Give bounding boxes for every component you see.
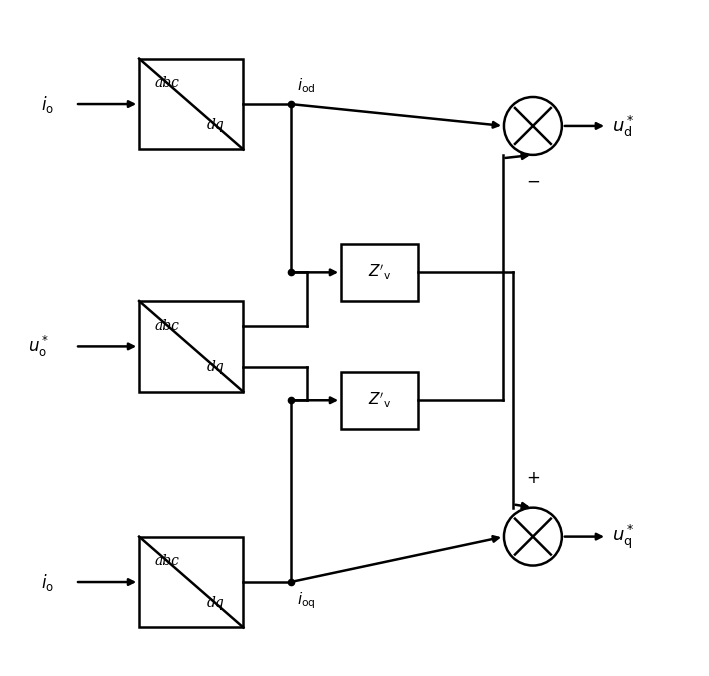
Text: $Z'_{\mathrm{v}}$: $Z'_{\mathrm{v}}$: [368, 263, 391, 282]
FancyBboxPatch shape: [341, 372, 418, 429]
FancyBboxPatch shape: [139, 537, 243, 627]
Text: dq: dq: [206, 118, 224, 132]
Text: $+$: $+$: [526, 470, 540, 487]
Text: $-$: $-$: [526, 172, 540, 189]
Text: $Z'_{\mathrm{v}}$: $Z'_{\mathrm{v}}$: [368, 391, 391, 410]
Text: $i_{\mathrm{o}}$: $i_{\mathrm{o}}$: [41, 571, 55, 593]
Text: $i_{\mathrm{oq}}$: $i_{\mathrm{oq}}$: [297, 591, 316, 611]
Text: $i_{\mathrm{o}}$: $i_{\mathrm{o}}$: [41, 93, 55, 114]
FancyBboxPatch shape: [139, 301, 243, 392]
Text: $i_{\mathrm{od}}$: $i_{\mathrm{od}}$: [297, 76, 316, 95]
Text: abc: abc: [155, 76, 179, 90]
Text: $u^*_{\mathrm{d}}$: $u^*_{\mathrm{d}}$: [612, 114, 635, 139]
Text: abc: abc: [155, 554, 179, 568]
Text: $u^*_{\mathrm{q}}$: $u^*_{\mathrm{q}}$: [612, 523, 635, 551]
FancyBboxPatch shape: [139, 59, 243, 149]
Text: abc: abc: [155, 318, 179, 333]
Text: dq: dq: [206, 596, 224, 610]
Text: $u^*_{\mathrm{o}}$: $u^*_{\mathrm{o}}$: [28, 334, 49, 359]
FancyBboxPatch shape: [341, 244, 418, 301]
Text: dq: dq: [206, 360, 224, 375]
